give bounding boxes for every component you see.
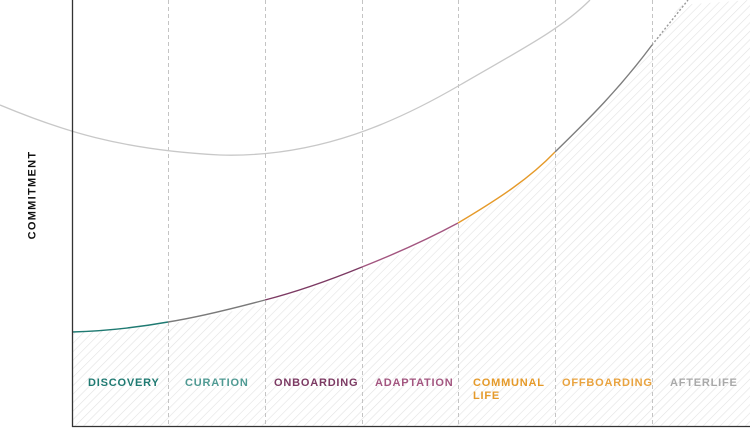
stage-label-afterlife: AFTERLIFE <box>670 377 738 389</box>
stage-label-onboarding: ONBOARDING <box>274 377 359 389</box>
curve-segment-afterlife <box>651 0 689 46</box>
curve-segment-communal <box>457 151 556 224</box>
curve-segment-adaptation <box>361 222 459 268</box>
y-axis-label-text: COMMITMENT <box>26 150 39 240</box>
axes <box>71 0 750 428</box>
stage-label-offboarding: OFFBOARDING <box>562 377 653 389</box>
curve-segment-curation <box>167 299 266 323</box>
stage-dividers <box>168 0 653 427</box>
commitment-curve <box>71 0 689 333</box>
stage-label-discovery: DISCOVERY <box>88 377 160 389</box>
curve-segment-onboarding <box>264 266 363 301</box>
stage-label-adaptation: ADAPTATION <box>375 377 454 389</box>
stage-label-curation: CURATION <box>185 377 249 389</box>
y-axis-label: COMMITMENT <box>12 150 52 240</box>
hatched-area <box>72 0 750 427</box>
upper-curve <box>0 0 591 156</box>
curve-segment-discovery <box>71 321 169 333</box>
curve-segment-offboarding <box>554 44 653 153</box>
stage-label-communal-life: COMMUNAL LIFE <box>473 377 545 402</box>
